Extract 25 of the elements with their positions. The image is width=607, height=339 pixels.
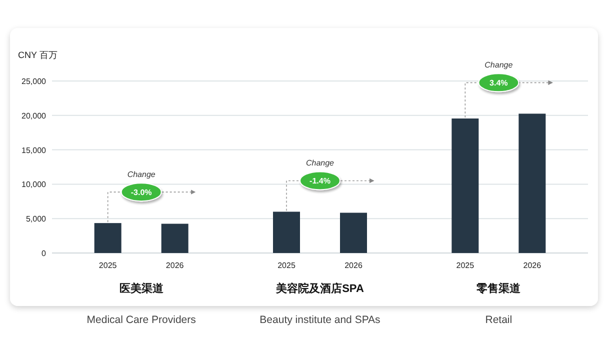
y-tick-label: 10,000 [22, 180, 47, 190]
y-tick-label: 15,000 [22, 146, 47, 155]
text: Retail [485, 314, 512, 326]
annotation: 3.4% [490, 78, 508, 88]
x-tick-label: 2026 [166, 261, 184, 270]
text: 医美渠道 [119, 282, 164, 295]
annotation: -3.0% [130, 188, 152, 198]
x-tick-label: 2025 [278, 261, 296, 270]
y-tick-label: 5,000 [26, 214, 47, 224]
x-tick-label: 2025 [98, 261, 118, 270]
annotation: Change [306, 158, 335, 168]
x-tick-label: 2025 [456, 261, 475, 270]
text: Change [484, 60, 514, 70]
text: 零售渠道 [476, 282, 522, 295]
x-tick-label: 2026 [523, 261, 542, 270]
y-tick-label: 20,000 [22, 111, 47, 120]
y-tick-label: 25,000 [22, 77, 47, 86]
annotation: -1.4% [310, 176, 330, 186]
annotation: Change [127, 170, 156, 180]
text: Medical Care Providers [86, 314, 196, 326]
y-axis-title: CNY 百万 [18, 50, 58, 60]
x-tick-label: 2026 [344, 261, 363, 270]
text: Beauty institute and SPAs [260, 314, 380, 326]
y-tick-label: 0 [42, 249, 47, 258]
text: 美容院及酒店SPA [275, 282, 364, 295]
